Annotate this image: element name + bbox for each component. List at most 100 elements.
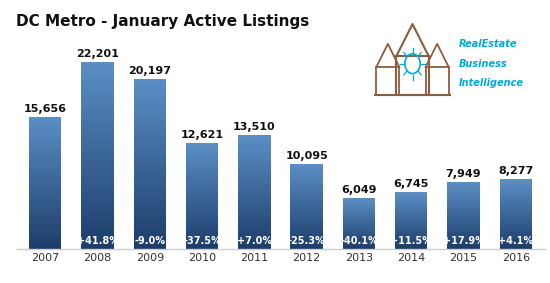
Bar xyxy=(186,221,218,222)
Bar xyxy=(81,165,114,167)
Bar xyxy=(29,213,62,215)
Bar xyxy=(186,151,218,152)
Bar xyxy=(81,95,114,97)
Bar xyxy=(134,157,166,160)
Bar xyxy=(447,207,480,208)
Bar xyxy=(29,200,62,201)
Bar xyxy=(499,191,532,192)
Bar xyxy=(238,215,271,216)
Bar xyxy=(238,233,271,235)
Bar xyxy=(81,85,114,87)
Bar xyxy=(238,195,271,196)
Bar xyxy=(81,104,114,106)
Bar xyxy=(238,154,271,155)
Bar xyxy=(290,199,323,200)
Bar xyxy=(395,248,427,249)
Bar xyxy=(81,111,114,113)
Bar xyxy=(81,139,114,142)
Bar xyxy=(186,194,218,196)
Bar xyxy=(186,204,218,205)
Bar xyxy=(499,226,532,227)
Text: 13,510: 13,510 xyxy=(233,122,276,132)
Bar xyxy=(499,218,532,219)
Bar xyxy=(238,182,271,183)
Bar xyxy=(395,238,427,239)
Bar xyxy=(290,205,323,207)
Bar xyxy=(395,192,427,193)
Bar xyxy=(499,184,532,185)
Bar xyxy=(499,224,532,225)
Bar xyxy=(447,188,480,189)
Bar xyxy=(186,175,218,176)
Bar xyxy=(238,168,271,169)
Bar xyxy=(29,155,62,156)
Bar xyxy=(29,173,62,175)
Bar xyxy=(395,242,427,243)
Bar xyxy=(343,234,375,235)
Bar xyxy=(238,199,271,201)
Bar xyxy=(81,160,114,162)
Bar xyxy=(134,96,166,98)
Bar xyxy=(447,217,480,218)
Bar xyxy=(395,214,427,215)
Bar xyxy=(29,246,62,247)
Bar xyxy=(29,165,62,166)
Bar xyxy=(134,179,166,181)
Bar xyxy=(134,108,166,111)
Bar xyxy=(290,190,323,192)
Bar xyxy=(186,177,218,179)
Bar xyxy=(343,205,375,206)
Bar xyxy=(290,165,323,166)
Bar xyxy=(238,226,271,228)
Bar xyxy=(186,211,218,212)
Bar xyxy=(499,198,532,199)
Bar xyxy=(186,248,218,249)
Bar xyxy=(134,113,166,115)
Bar xyxy=(81,205,114,207)
Bar xyxy=(447,233,480,234)
Bar xyxy=(81,97,114,99)
Bar xyxy=(290,179,323,180)
Bar xyxy=(81,64,114,67)
Bar xyxy=(238,219,271,220)
Bar xyxy=(447,227,480,228)
Bar xyxy=(290,183,323,184)
Bar xyxy=(343,248,375,249)
Bar xyxy=(186,234,218,236)
Bar xyxy=(29,120,62,122)
Bar xyxy=(343,209,375,210)
Bar xyxy=(29,124,62,125)
Bar xyxy=(499,211,532,212)
Text: 12,621: 12,621 xyxy=(180,130,224,140)
Bar xyxy=(81,202,114,205)
Bar xyxy=(290,221,323,222)
Bar xyxy=(395,234,427,235)
Bar xyxy=(395,216,427,217)
Bar xyxy=(238,152,271,154)
Bar xyxy=(395,206,427,207)
Bar xyxy=(29,148,62,150)
Bar xyxy=(343,239,375,240)
Bar xyxy=(290,214,323,215)
Bar xyxy=(134,181,166,183)
Bar xyxy=(343,218,375,219)
Bar xyxy=(499,220,532,221)
Bar xyxy=(134,226,166,228)
Bar xyxy=(238,228,271,229)
Text: -25.3%: -25.3% xyxy=(288,236,326,246)
Bar xyxy=(447,200,480,201)
Bar xyxy=(186,189,218,190)
Bar xyxy=(186,145,218,147)
Bar xyxy=(134,149,166,151)
Bar xyxy=(81,142,114,144)
Bar xyxy=(499,200,532,201)
Bar xyxy=(290,164,323,165)
Bar xyxy=(29,171,62,173)
Bar xyxy=(447,211,480,212)
Bar xyxy=(343,202,375,203)
Bar xyxy=(186,205,218,207)
Bar xyxy=(134,194,166,196)
Bar xyxy=(134,213,166,215)
Bar xyxy=(447,201,480,202)
Bar xyxy=(238,135,271,136)
